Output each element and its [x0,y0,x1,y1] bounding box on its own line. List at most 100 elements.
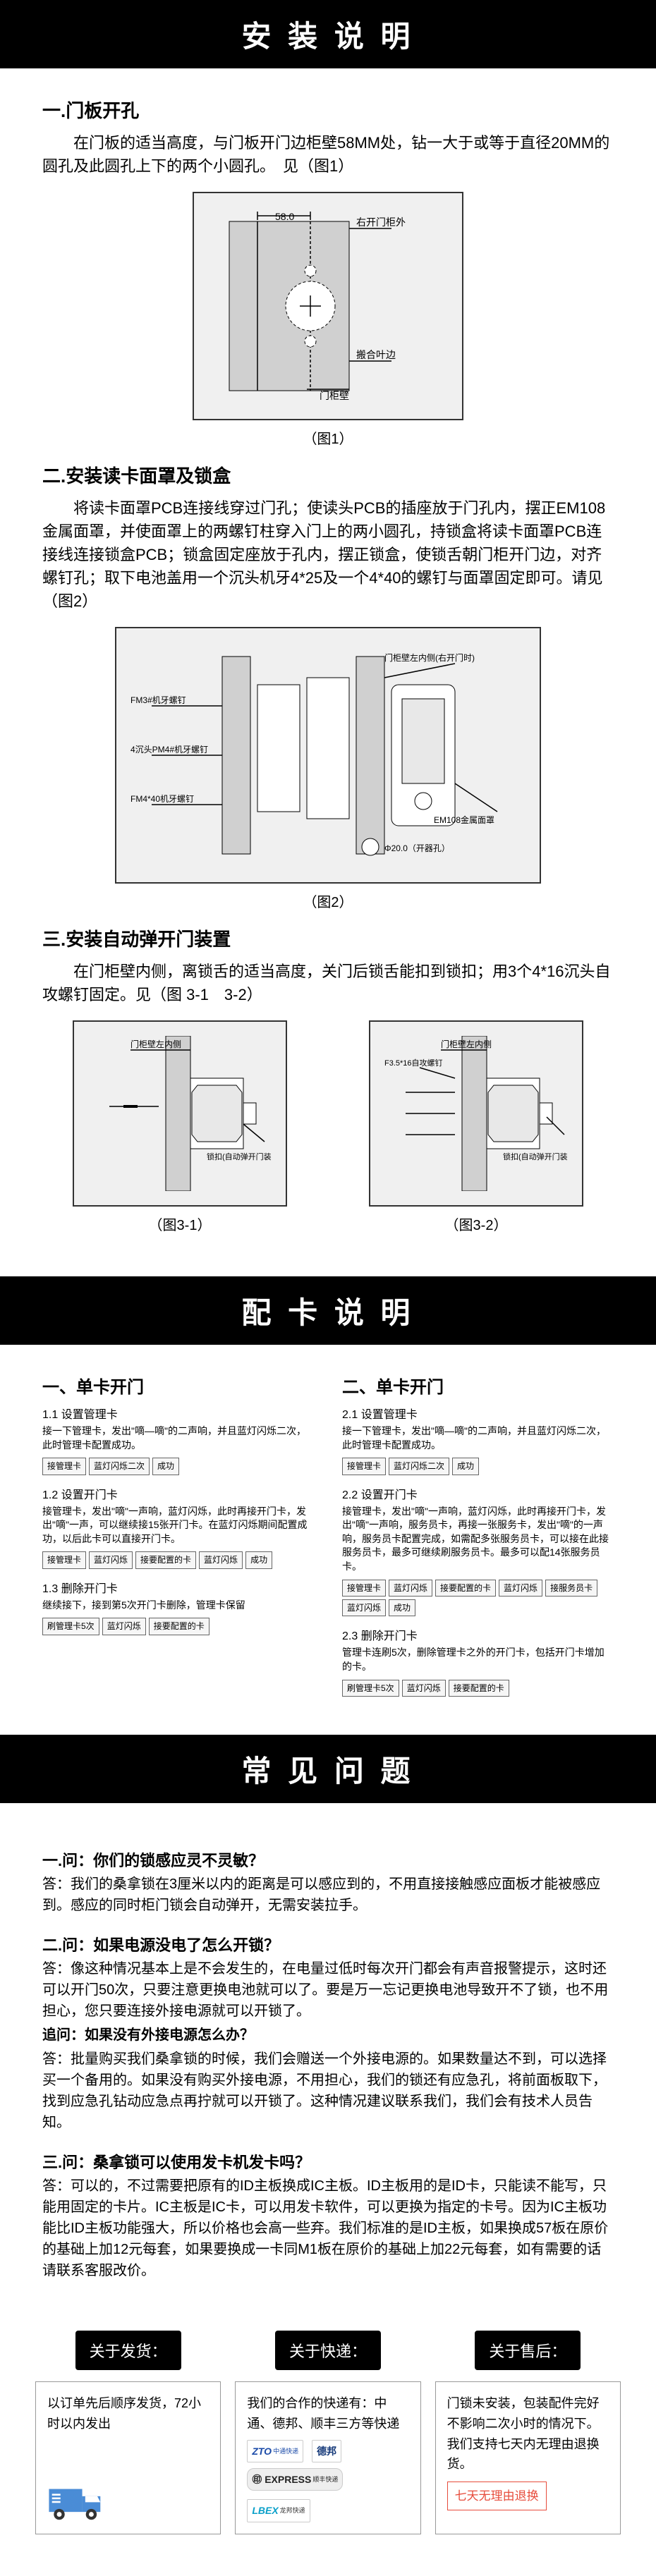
step-box: 蓝灯闪烁 [102,1618,146,1635]
step-box: 蓝灯闪烁 [499,1580,542,1597]
fig2: FM3#机牙螺钉 4沉头PM4#机牙螺钉 FM4*40机牙螺钉 门柜壁左内侧(右… [42,627,614,911]
logo-zto: ZTO中通快递 [247,2440,303,2462]
cl-s1d: 接一下管理卡，发出"嘀—嘀"的二声响，并且蓝灯闪烁二次，此时管理卡配置成功。 [42,1424,314,1452]
footer-after-text: 门锁未安装，包装配件完好不影响二次小时的情况下。 [447,2396,600,2431]
return-badge: 七天无理由退换 [447,2482,547,2510]
footer-tab-express: 关于快递： [275,2331,381,2370]
footer-express: 我们的合作的快递有：中通、德邦、顺丰三方等快递 ZTO中通快递 德邦 ㊞ EXP… [235,2381,420,2534]
cl-s2d: 接管理卡，发出"嘀"一声响，蓝灯闪烁，此时再接开门卡，发出"嘀"一声，可以继续接… [42,1505,314,1546]
cl-s2b: 接管理卡 蓝灯闪烁 接要配置的卡 蓝灯闪烁 成功 [42,1551,314,1568]
step-box: 接管理卡 [42,1551,86,1568]
footer-tab-after: 关于售后： [475,2331,581,2370]
footer-after-text2: 我们支持七天内无理由退换货。 [447,2437,600,2472]
fig1-l3: 门柜壁 [320,390,349,401]
step-box: 接管理卡 [342,1458,386,1475]
cl-s1: 1.1 设置管理卡 [42,1405,314,1422]
q1-a: 答：我们的桑拿锁在3厘米以内的距离是可以感应到的，不用直接接触感应面板才能被感应… [42,1874,614,1916]
install-content: 一.门板开孔 在门板的适当高度，与门板开门边柜壁58MM处，钻一大于或等于直径2… [0,68,656,1276]
footer-tab-ship: 关于发货： [75,2331,181,2370]
card-content: 一、单卡开门 1.1 设置管理卡 接一下管理卡，发出"嘀—嘀"的二声响，并且蓝灯… [0,1345,656,1735]
fig32-l2c: 锁扣(自动弹开门装置) [503,1152,568,1161]
fig2-l3: FM4*40机牙螺钉 [130,794,194,804]
fig2-svg: FM3#机牙螺钉 4沉头PM4#机牙螺钉 FM4*40机牙螺钉 门柜壁左内侧(右… [130,642,526,868]
step-box: 蓝灯闪烁 [402,1680,446,1697]
step-box: 蓝灯闪烁二次 [89,1458,150,1475]
cl-s1b: 接管理卡 蓝灯闪烁二次 成功 [42,1458,314,1475]
step-box: 接管理卡 [342,1580,386,1597]
fig1-l1: 右开门柜外 [356,216,406,228]
fig32-caption: （图3-2） [369,1214,583,1234]
step-box: 成功 [152,1458,179,1475]
cr-s2d: 接管理卡，发出"嘀"一声响，蓝灯闪烁，此时再接开门卡，发出"嘀"一声响，服务员卡… [342,1505,614,1574]
cr-s1d: 接一下管理卡，发出"嘀—嘀"的二声响，并且蓝灯闪烁二次，此时管理卡配置成功。 [342,1424,614,1452]
cl-s3b: 刷管理卡5次 蓝灯闪烁 接要配置的卡 [42,1618,314,1635]
step-box: 接服务员卡 [545,1580,597,1597]
step-box: 接要配置的卡 [449,1680,509,1697]
card-right: 二、单卡开门 2.1 设置管理卡 接一下管理卡，发出"嘀—嘀"的二声响，并且蓝灯… [342,1373,614,1707]
footer-tabs: 关于发货： 关于快递： 关于售后： [35,2331,621,2370]
logo-sf: ㊞ EXPRESS顺丰快递 [247,2468,343,2491]
fig3: 门柜壁左内侧 锁扣(自动弹开门装置) （图3-1） 门柜壁左内侧 [42,1020,614,1234]
cr-s3d: 管理卡连刷5次，删除管理卡之外的开门卡，包括开门卡增加的卡。 [342,1646,614,1673]
footer-express-text: 我们的合作的快递有：中通、德邦、顺丰三方等快递 [247,2396,399,2431]
step-box: 刷管理卡5次 [342,1680,399,1697]
step-box: 成功 [245,1551,272,1568]
s2-text: 将读卡面罩PCB连接线穿过门孔；使读头PCB的插座放于门孔内，摆正EM108金属… [42,496,614,613]
logo-df: 德邦 [312,2440,341,2462]
fig31-svg: 门柜壁左内侧 锁扣(自动弹开门装置) [88,1036,272,1191]
install-header: 安 装 说 明 [0,0,656,68]
fig31-l1a: 门柜壁左内侧 [130,1039,181,1049]
cr-s3b: 刷管理卡5次 蓝灯闪烁 接要配置的卡 [342,1680,614,1697]
fig31-caption: （图3-1） [73,1214,287,1234]
fig32-l2b: F3.5*16自攻螺钉 [384,1058,443,1068]
footer-ship: 以订单先后顺序发货，72小时以内发出 [35,2381,221,2534]
step-box: 接要配置的卡 [135,1551,196,1568]
cr-s1b: 接管理卡 蓝灯闪烁二次 成功 [342,1458,614,1475]
q2-a: 答：像这种情况基本上是不会发生的，在电量过低时每次开门都会有声音报警提示，这时还… [42,1958,614,2022]
logo-lbex: LBEX龙邦快递 [247,2499,310,2522]
step-box: 蓝灯闪烁二次 [389,1458,449,1475]
cl-s3: 1.3 删除开门卡 [42,1579,314,1596]
step-box: 蓝灯闪烁 [389,1580,432,1597]
footer-ship-text: 以订单先后顺序发货，72小时以内发出 [47,2396,201,2431]
fig1-caption: （图1） [42,427,614,448]
fig1: 58.0 右开门柜外 搬合叶边 门柜壁 （图1） [42,192,614,448]
fig32-l2a: 门柜壁左内侧 [441,1039,492,1049]
q2-q: 二.问：如果电源没电了怎么开锁？ [42,1933,614,1955]
fig31-l1b: 锁扣(自动弹开门装置) [207,1152,272,1161]
step-box: 蓝灯闪烁 [199,1551,243,1568]
q2-follow: 追问：如果没有外接电源怎么办？ [42,2025,614,2046]
step-box: 蓝灯闪烁 [89,1551,133,1568]
logo-row2: ㊞ EXPRESS顺丰快递 LBEX龙邦快递 [247,2468,408,2522]
faq-header: 常 见 问 题 [0,1735,656,1803]
cr-s1: 2.1 设置管理卡 [342,1405,614,1422]
q2-a2: 答：批量购买我们桑拿锁的时候，我们会赠送一个外接电源的。如果数量达不到，可以选择… [42,2049,614,2133]
truck-icon [44,2483,108,2525]
s3-text: 在门柜壁内侧，离锁舌的适当高度，关门后锁舌能扣到锁扣；用3个4*16沉头自攻螺钉… [42,960,614,1006]
step-box: 成功 [389,1599,415,1616]
card-left-title: 一、单卡开门 [42,1373,314,1398]
fig2-l4: 门柜壁左内侧(右开门时) [384,652,475,663]
card-header: 配 卡 说 明 [0,1276,656,1345]
footer: 关于发货： 关于快递： 关于售后： 以订单先后顺序发货，72小时以内发出 我们的… [0,2309,656,2556]
faq-content: 一.问：你们的锁感应灵不灵敏？ 答：我们的桑拿锁在3厘米以内的距离是可以感应到的… [0,1803,656,2309]
step-box: 接管理卡 [42,1458,86,1475]
cl-s3d: 继续接下，接到第5次开门卡删除，管理卡保留 [42,1599,314,1613]
cr-s3: 2.3 删除开门卡 [342,1626,614,1643]
q3-q: 三.问：桑拿锁可以使用发卡机发卡吗？ [42,2150,614,2173]
q3-a: 答：可以的，不过需要把原有的ID主板换成IC主板。ID主板用的是ID卡，只能读不… [42,2175,614,2281]
fig2-l5: EM108金属面罩 [434,814,494,825]
footer-after: 门锁未安装，包装配件完好不影响二次小时的情况下。 我们支持七天内无理由退换货。 … [435,2381,621,2534]
s3-title: 三.安装自动弹开门装置 [42,925,614,951]
fig2-l2: 4沉头PM4#机牙螺钉 [130,745,208,755]
fig2-l1: FM3#机牙螺钉 [130,695,186,705]
cr-s2b: 接管理卡 蓝灯闪烁 接要配置的卡 蓝灯闪烁 接服务员卡 蓝灯闪烁 成功 [342,1580,614,1617]
step-box: 蓝灯闪烁 [342,1599,386,1616]
fig32-svg: 门柜壁左内侧 F3.5*16自攻螺钉 锁扣(自动弹开门装置) [384,1036,568,1191]
cr-s2: 2.2 设置开门卡 [342,1485,614,1502]
cl-s2: 1.2 设置开门卡 [42,1485,314,1502]
fig1-svg: 58.0 右开门柜外 搬合叶边 门柜壁 [208,207,448,405]
step-box: 接要配置的卡 [435,1580,496,1597]
fig1-dim: 58.0 [275,211,294,222]
step-box: 接要配置的卡 [149,1618,209,1635]
